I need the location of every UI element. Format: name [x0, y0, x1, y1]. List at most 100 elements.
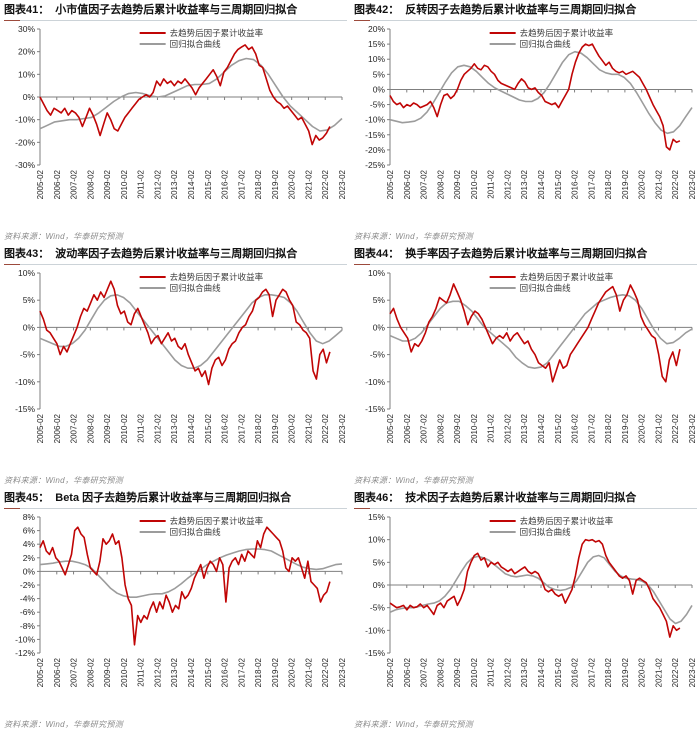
y-tick-label: 5% [373, 295, 386, 305]
x-tick-label: 2005-02 [36, 657, 45, 687]
y-tick-label: 10% [368, 535, 385, 545]
x-tick-label: 2016-02 [571, 169, 580, 199]
x-tick-label: 2012-02 [153, 169, 162, 199]
line-chart: 10% 5% 0% -5% -10% -15%2005-02 2006-02 2007-02 2… [15, 268, 347, 443]
x-tick-label: 2005-02 [386, 413, 395, 443]
y-tick-label: 0% [23, 92, 36, 102]
figure-label: 图表44： [354, 248, 400, 260]
x-tick-label: 2022-02 [671, 413, 680, 443]
title-underline [4, 20, 347, 21]
x-tick-label: 2015-02 [554, 169, 563, 199]
line-chart: 8% 6% 4% 2% 0% -2% -4% -6% -8% -10% -12%2005-02 200… [15, 512, 347, 687]
y-tick-label: -15% [365, 404, 385, 414]
chart-panel: 图表45： Beta 因子去趋势后累计收益率与三周期回归拟合 8% 6% 4% 2% 0%… [0, 488, 350, 732]
x-tick-label: 2023-02 [338, 169, 347, 199]
underline-accent [4, 20, 20, 21]
y-tick-label: -15% [365, 130, 385, 140]
legend-series-label: 去趋势后因子累计收益率 [170, 28, 264, 38]
x-tick-label: 2010-02 [120, 169, 129, 199]
x-tick-label: 2015-02 [554, 657, 563, 687]
y-tick-label: 5% [23, 295, 36, 305]
figure-title: 反转因子去趋势后累计收益率与三周期回归拟合 [405, 4, 637, 16]
x-tick-label: 2019-02 [271, 657, 280, 687]
x-tick-label: 2008-02 [436, 657, 445, 687]
y-tick-label: 15% [368, 39, 385, 49]
chart-panel: 图表41： 小市值因子去趋势后累计收益率与三周期回归拟合 30% 20% 10% 0% -… [0, 0, 350, 244]
figure-title: Beta 因子去趋势后累计收益率与三周期回归拟合 [55, 492, 292, 504]
regression-fit-series [389, 50, 693, 135]
x-tick-label: 2008-02 [86, 657, 95, 687]
y-tick-label: 20% [368, 24, 385, 34]
x-tick-label: 2017-02 [587, 169, 596, 199]
x-tick-label: 2019-02 [621, 169, 630, 199]
x-tick-label: 2018-02 [604, 413, 613, 443]
x-tick-label: 2007-02 [70, 657, 79, 687]
x-tick-label: 2021-02 [304, 657, 313, 687]
x-tick-label: 2010-02 [120, 413, 129, 443]
chart-panel: 图表42： 反转因子去趋势后累计收益率与三周期回归拟合 20% 15% 10% 5% 0%… [350, 0, 700, 244]
regression-fit-series [389, 554, 693, 625]
x-tick-label: 2006-02 [403, 413, 412, 443]
y-tick-label: -10% [365, 625, 385, 635]
x-tick-label: 2019-02 [271, 413, 280, 443]
detrended-return-series [39, 44, 331, 146]
x-tick-label: 2022-02 [321, 169, 330, 199]
x-tick-label: 2009-02 [103, 657, 112, 687]
x-tick-label: 2018-02 [254, 413, 263, 443]
detrended-return-series [389, 538, 681, 638]
legend-fit-label: 回归拟合曲线 [170, 283, 222, 293]
y-tick-label: -10% [15, 634, 35, 644]
x-tick-label: 2018-02 [604, 657, 613, 687]
legend-series-label: 去趋势后因子累计收益率 [170, 272, 264, 282]
x-tick-label: 2016-02 [221, 657, 230, 687]
x-tick-label: 2007-02 [420, 657, 429, 687]
y-tick-label: -10% [15, 115, 35, 125]
x-tick-label: 2012-02 [153, 657, 162, 687]
x-tick-label: 2009-02 [103, 413, 112, 443]
x-tick-label: 2020-02 [288, 169, 297, 199]
figure-label: 图表43： [4, 248, 50, 260]
y-tick-label: 8% [23, 512, 36, 522]
x-tick-label: 2011-02 [487, 413, 496, 442]
title-underline [354, 508, 697, 509]
x-tick-label: 2013-02 [170, 657, 179, 687]
x-tick-label: 2010-02 [470, 413, 479, 443]
detrended-return-series [389, 43, 681, 151]
x-tick-label: 2009-02 [453, 169, 462, 199]
detrended-return-series [39, 526, 331, 646]
x-tick-label: 2017-02 [587, 413, 596, 443]
x-tick-label: 2020-02 [288, 413, 297, 443]
y-tick-label: 6% [23, 526, 36, 536]
x-tick-label: 2021-02 [304, 169, 313, 199]
x-tick-label: 2018-02 [254, 657, 263, 687]
legend-fit-label: 回归拟合曲线 [520, 283, 572, 293]
x-tick-label: 2007-02 [420, 169, 429, 199]
x-tick-label: 2014-02 [187, 169, 196, 199]
chart-title: 图表46： 技术因子去趋势后累计收益率与三周期回归拟合 [354, 491, 697, 506]
x-tick-label: 2013-02 [520, 169, 529, 199]
x-tick-label: 2015-02 [204, 657, 213, 687]
y-tick-label: 2% [23, 553, 36, 563]
legend-series-label: 去趋势后因子累计收益率 [520, 272, 614, 282]
line-chart: 30% 20% 10% 0% -10% -20% -30%2005-02 2006-02 200… [15, 24, 347, 199]
x-tick-label: 2023-02 [338, 657, 347, 687]
y-tick-label: 0% [373, 580, 386, 590]
x-tick-label: 2017-02 [237, 169, 246, 199]
x-tick-label: 2020-02 [638, 657, 647, 687]
x-tick-label: 2014-02 [187, 657, 196, 687]
x-tick-label: 2020-02 [638, 169, 647, 199]
x-tick-label: 2020-02 [288, 657, 297, 687]
y-tick-label: 10% [368, 54, 385, 64]
y-tick-label: -8% [20, 621, 36, 631]
y-tick-label: 5% [373, 69, 386, 79]
x-tick-label: 2019-02 [621, 413, 630, 443]
legend-series-label: 去趋势后因子累计收益率 [520, 28, 614, 38]
legend-fit-label: 回归拟合曲线 [170, 39, 222, 49]
detrended-return-series [39, 280, 331, 386]
x-tick-label: 2021-02 [304, 413, 313, 443]
x-tick-label: 2007-02 [70, 169, 79, 199]
legend-series-label: 去趋势后因子累计收益率 [520, 516, 614, 526]
source-note: 资料来源：Wind，华泰研究预测 [354, 476, 473, 485]
x-tick-label: 2016-02 [221, 413, 230, 443]
figure-title: 波动率因子去趋势后累计收益率与三周期回归拟合 [55, 248, 298, 260]
